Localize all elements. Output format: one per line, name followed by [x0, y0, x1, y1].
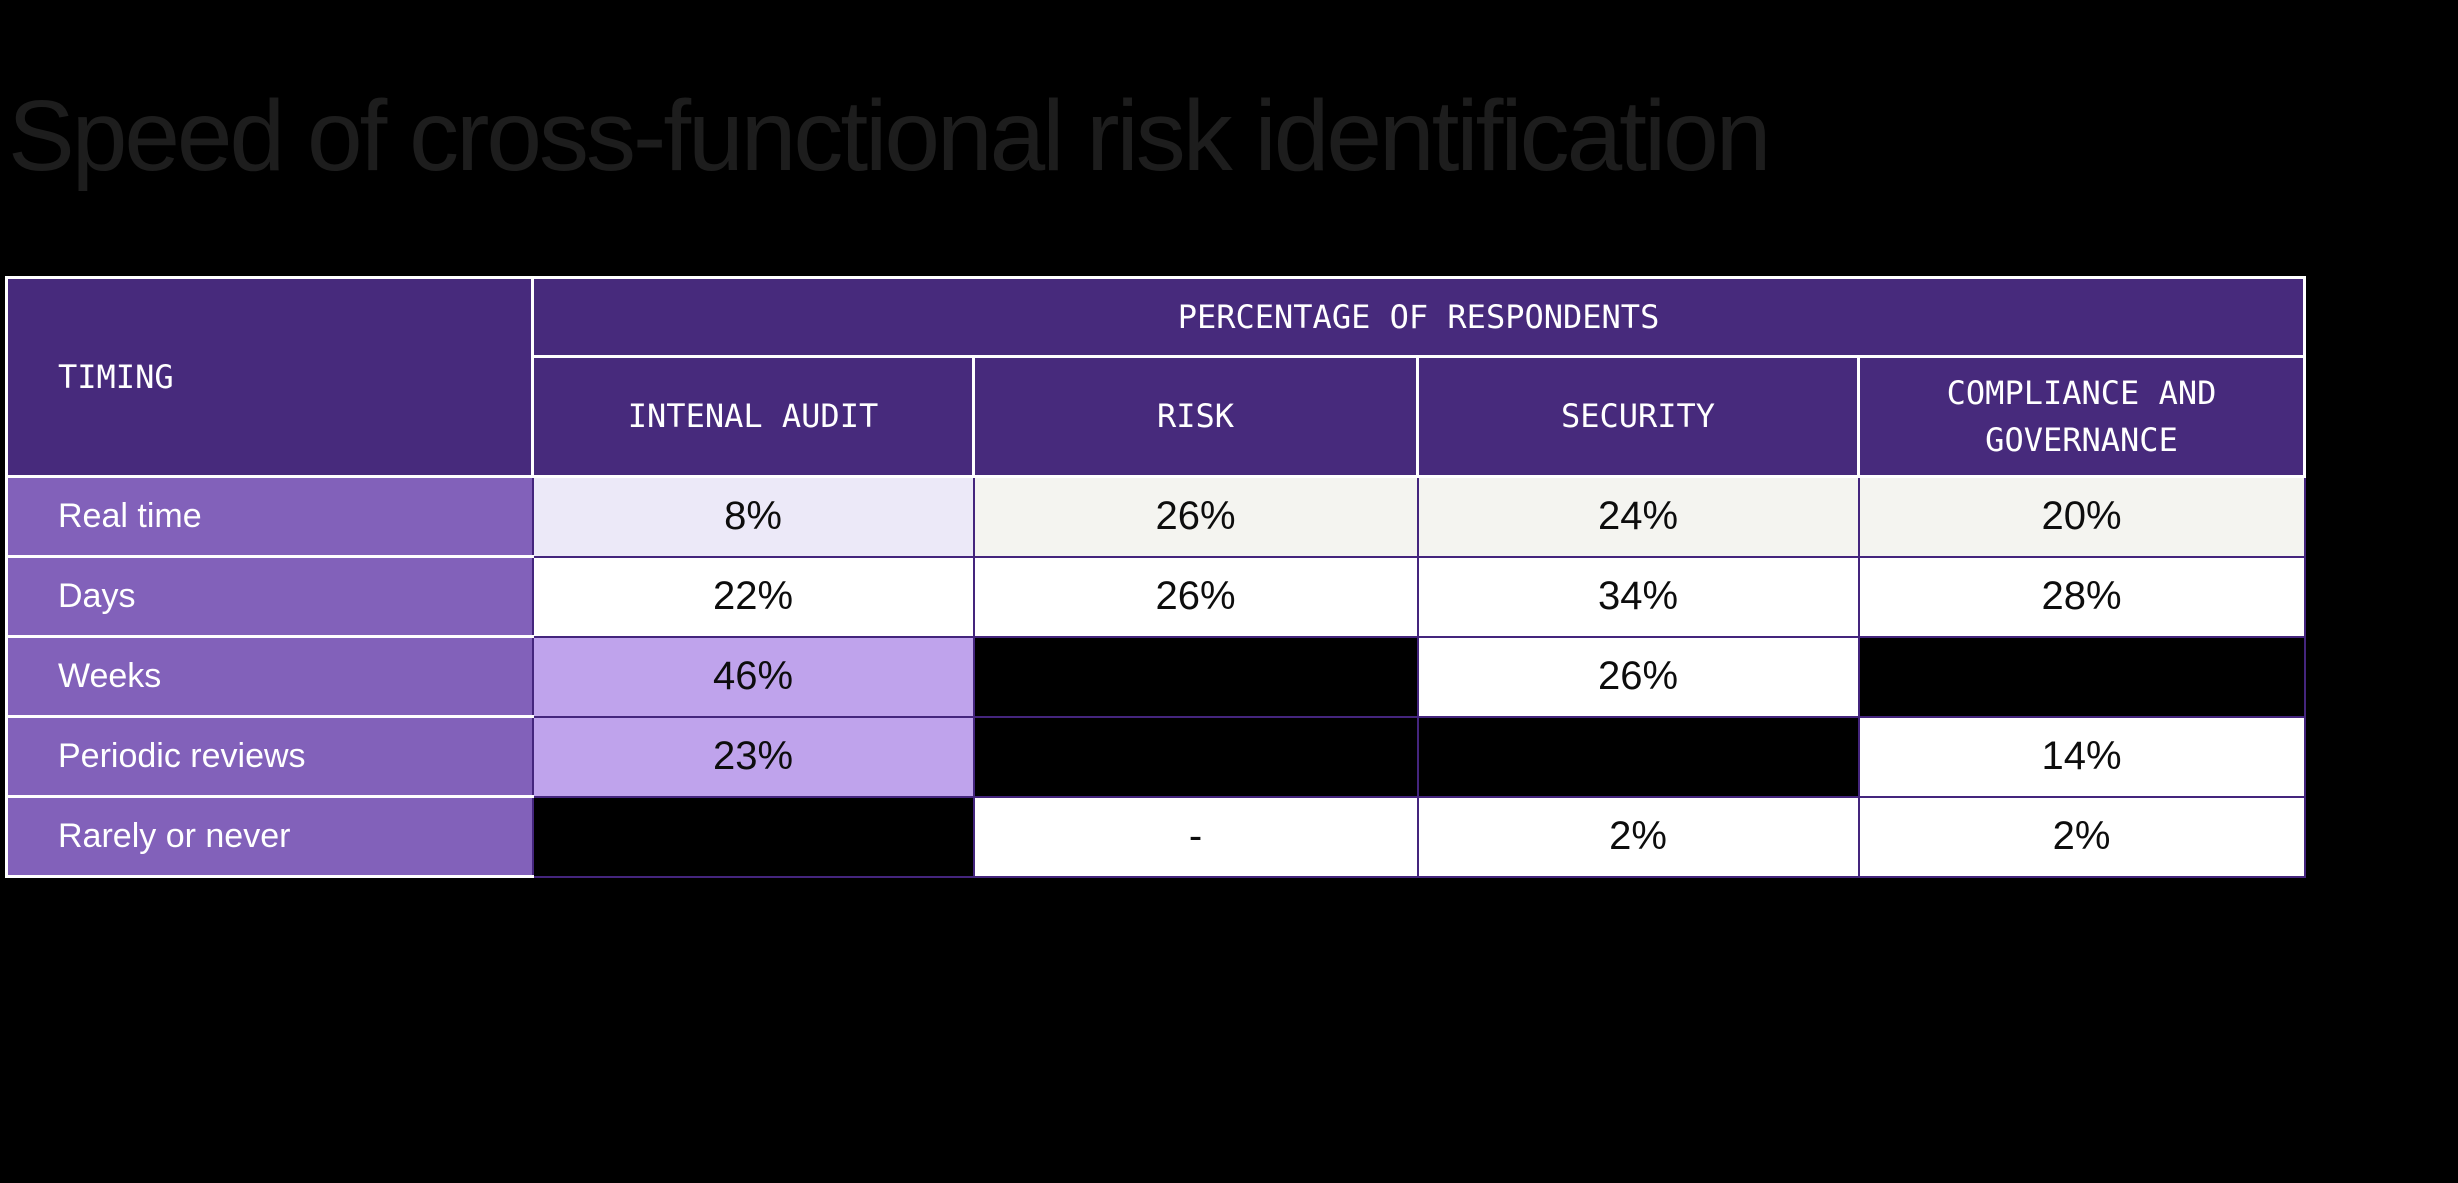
cell-value: 26% [972, 475, 1419, 558]
cell-value: 26% [1416, 635, 1860, 718]
column-header-compliance-and-governance: COMPLIANCE AND GOVERNANCE [1856, 355, 2307, 478]
cell-value [1857, 635, 2306, 718]
table-row-periodic-reviews: Periodic reviews 23% 14% [5, 715, 2306, 798]
cell-value [972, 715, 1419, 798]
cell-value: 2% [1416, 795, 1860, 878]
cell-value: 2% [1857, 795, 2306, 878]
row-label: Rarely or never [5, 795, 533, 878]
cell-value: 26% [972, 555, 1419, 638]
table-row-days: Days 22% 26% 34% 28% [5, 555, 2306, 638]
table-row-real-time: Real time 8% 26% 24% 20% [5, 475, 2306, 558]
page-title: Speed of cross-functional risk identific… [8, 80, 1771, 192]
risk-identification-table: TIMING PERCENTAGE OF RESPONDENTS INTENAL… [5, 276, 2307, 878]
column-header-intenal-audit: INTENAL AUDIT [531, 355, 975, 478]
cell-value: 14% [1857, 715, 2306, 798]
row-label: Real time [5, 475, 533, 558]
row-label: Days [5, 555, 533, 638]
cell-value: 23% [531, 715, 975, 798]
row-label: Weeks [5, 635, 533, 718]
table-header-group-row: TIMING PERCENTAGE OF RESPONDENTS [5, 276, 2307, 478]
column-header-security: SECURITY [1416, 355, 1860, 478]
cell-value: 22% [531, 555, 975, 638]
table-row-weeks: Weeks 46% 26% [5, 635, 2306, 718]
column-group-header-percentage-of-respondents: PERCENTAGE OF RESPONDENTS [530, 276, 2307, 358]
cell-value: 20% [1857, 475, 2306, 558]
cell-value [972, 635, 1419, 718]
cell-value: 46% [531, 635, 975, 718]
row-label: Periodic reviews [5, 715, 533, 798]
table-header-columns-row: INTENAL AUDIT RISK SECURITY COMPLIANCE A… [7, 355, 2307, 478]
cell-value: 8% [531, 475, 975, 558]
column-header-risk: RISK [972, 355, 1419, 478]
cell-value [1416, 715, 1860, 798]
table-row-rarely-or-never: Rarely or never - 2% 2% [5, 795, 2306, 878]
cell-value [531, 795, 975, 878]
cell-value: 28% [1857, 555, 2306, 638]
column-header-timing: TIMING [5, 276, 534, 478]
cell-value: - [972, 795, 1419, 878]
cell-value: 34% [1416, 555, 1860, 638]
cell-value: 24% [1416, 475, 1860, 558]
